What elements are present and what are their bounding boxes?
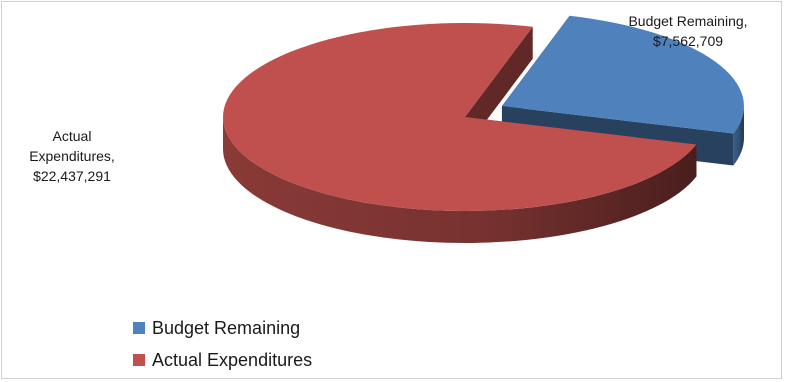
legend-swatch-actual-expenditures — [133, 354, 145, 366]
data-label-actual-expenditures: Actual Expenditures, $22,437,291 — [12, 126, 132, 186]
data-label-budget-remaining: Budget Remaining, $7,562,709 — [598, 11, 778, 51]
legend-label-budget-remaining: Budget Remaining — [152, 317, 301, 338]
legend-swatch-budget-remaining — [133, 322, 145, 334]
data-label-budget-remaining-name: Budget Remaining, — [628, 13, 748, 29]
pie-slice-budget-remaining — [501, 15, 744, 134]
legend-item-budget-remaining: Budget Remaining — [133, 312, 312, 344]
data-label-actual-expenditures-name-line2: Expenditures, — [29, 148, 115, 164]
data-label-actual-expenditures-value: $22,437,291 — [33, 168, 111, 184]
pie-side-actual-expenditures — [223, 117, 697, 244]
legend-item-actual-expenditures: Actual Expenditures — [133, 344, 312, 376]
legend-label-actual-expenditures: Actual Expenditures — [152, 349, 313, 370]
data-label-actual-expenditures-name-line1: Actual — [52, 128, 92, 144]
pie-side-budget-remaining — [733, 106, 744, 166]
data-label-budget-remaining-value: $7,562,709 — [652, 33, 724, 49]
legend: Budget Remaining Actual Expenditures — [133, 312, 312, 376]
pie-slice-actual-expenditures — [223, 22, 697, 211]
pie-cut-face-actual-expenditures-1 — [465, 26, 533, 149]
